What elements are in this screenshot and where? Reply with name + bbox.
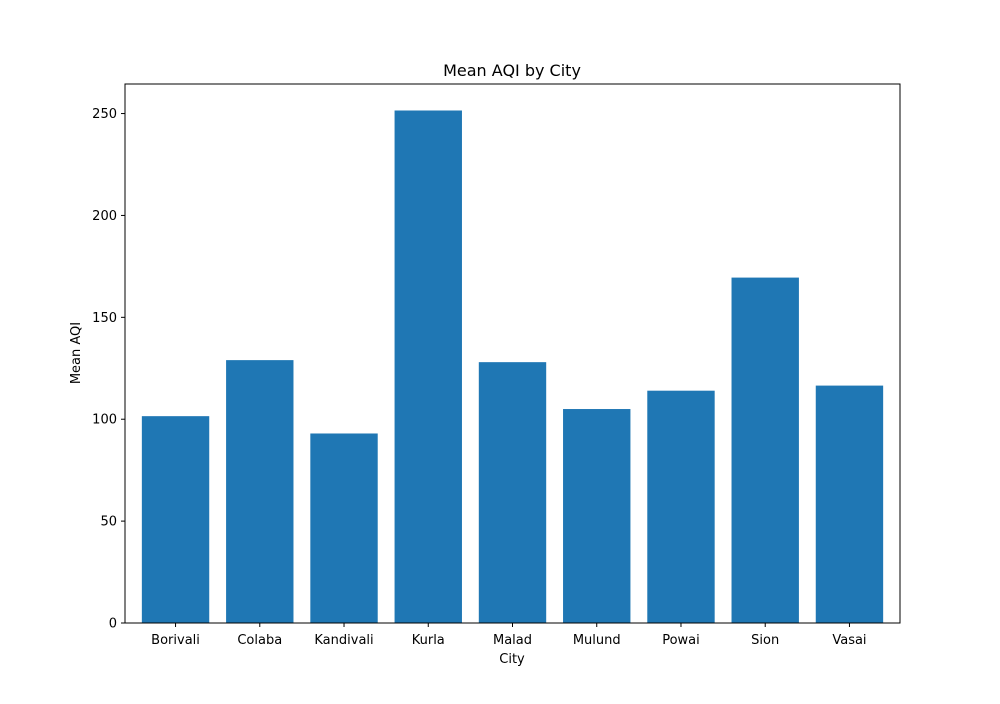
bar-kurla	[394, 110, 462, 623]
x-tick-label-powai: Powai	[662, 633, 700, 648]
x-tick-label-vasai: Vasai	[832, 633, 866, 648]
x-axis-label: City	[499, 652, 525, 667]
bar-vasai	[815, 385, 884, 623]
y-tick-label: 200	[92, 209, 117, 224]
y-axis-label: Mean AQI	[69, 322, 84, 384]
x-tick-label-kandivali: Kandivali	[314, 633, 373, 648]
bar-borivali	[141, 416, 210, 623]
x-tick-label-borivali: Borivali	[151, 633, 200, 648]
x-tick-label-kurla: Kurla	[412, 633, 445, 648]
bar-colaba	[226, 360, 294, 623]
bar-mulund	[563, 409, 631, 623]
bar-malad	[478, 362, 547, 623]
x-tick-label-malad: Malad	[493, 633, 532, 648]
x-tick-label-mulund: Mulund	[573, 633, 621, 648]
y-tick-label: 0	[109, 617, 117, 632]
x-tick-label-colaba: Colaba	[237, 633, 282, 648]
y-tick-label: 150	[92, 311, 117, 326]
bar-kandivali	[310, 433, 378, 623]
y-tick-label: 100	[92, 413, 117, 428]
y-tick-label: 250	[92, 107, 117, 122]
bar-sion	[731, 277, 799, 623]
plot-frame	[124, 83, 901, 624]
chart-title: Mean AQI by City	[443, 61, 581, 80]
y-tick-label: 50	[100, 515, 117, 530]
x-tick-label-sion: Sion	[751, 633, 779, 648]
x-axis: Borivali Colaba Kandivali Kurla Malad Mulund P…	[151, 623, 867, 648]
bars-layer	[141, 110, 884, 623]
y-axis: 0 50 100 150 200 250	[92, 107, 125, 632]
bar-powai	[647, 390, 715, 623]
